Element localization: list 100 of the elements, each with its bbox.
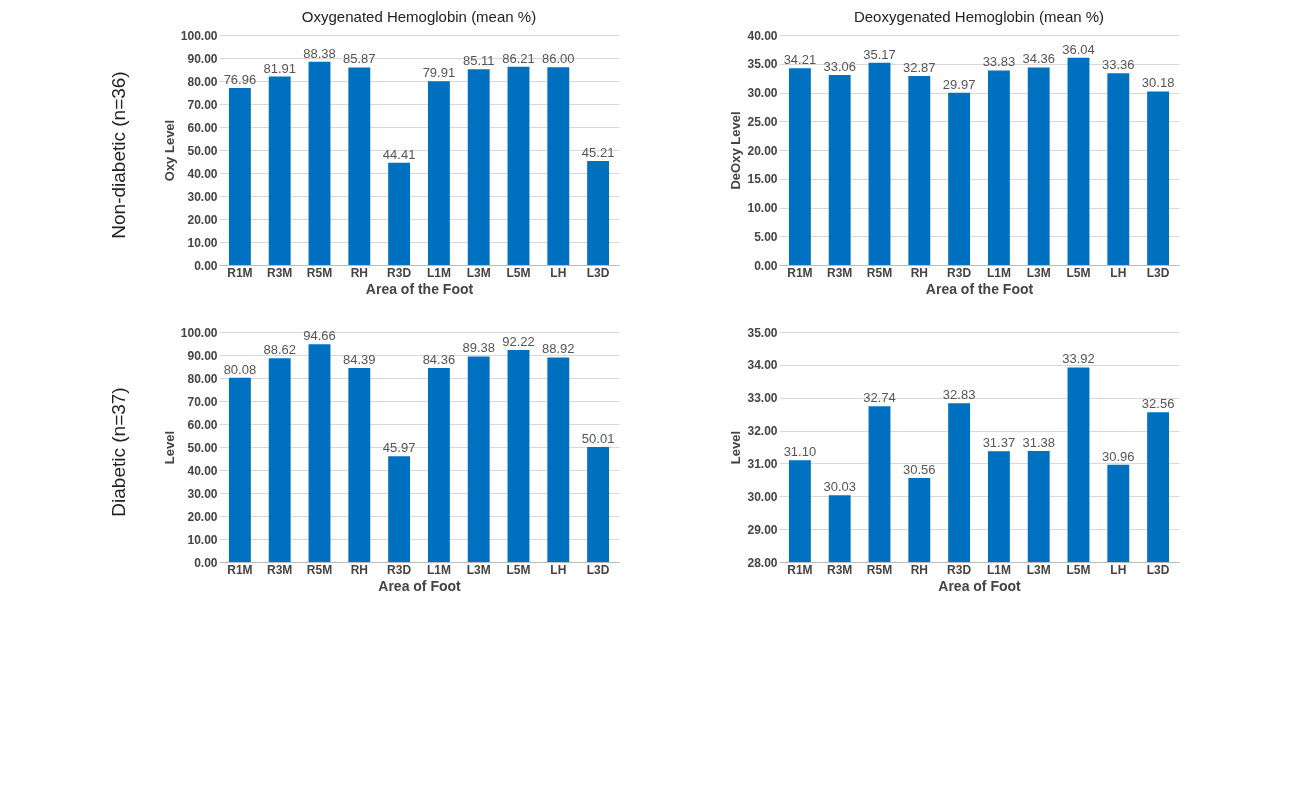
x-tick-label: L3M <box>466 265 491 280</box>
x-tick-label: RH <box>910 265 928 280</box>
y-tick-label: 10.00 <box>747 201 778 215</box>
data-label: 31.10 <box>783 444 817 460</box>
y-tick-label: 80.00 <box>187 74 218 89</box>
bar <box>987 70 1010 265</box>
x-tick-label: L5M <box>1066 562 1091 577</box>
x-tick-label: LH <box>550 562 567 577</box>
x-tick-label: L1M <box>426 562 451 577</box>
x-tick-label: R5M <box>866 562 893 577</box>
bar <box>228 377 251 562</box>
y-tick-label: 0.00 <box>754 258 778 273</box>
data-label: 88.92 <box>542 341 575 357</box>
y-tick-label: 60.00 <box>187 417 218 432</box>
bar <box>348 67 371 265</box>
data-label: 89.38 <box>462 340 495 356</box>
bar <box>1107 73 1130 265</box>
x-tick-label: LH <box>550 265 567 280</box>
y-tick-label: 31.00 <box>747 456 778 471</box>
bar <box>388 162 411 265</box>
y-tick-label: 10.00 <box>187 235 218 250</box>
data-label: 31.38 <box>1022 434 1055 450</box>
data-label: 88.38 <box>303 45 336 61</box>
x-tick-label: R1M <box>227 562 253 577</box>
y-axis-title: Level <box>728 430 744 465</box>
bar <box>1067 57 1090 265</box>
y-tick-label: 30.00 <box>747 489 778 504</box>
bar <box>507 66 530 265</box>
y-tick-label: 50.00 <box>187 143 218 158</box>
y-tick-label: 15.00 <box>747 172 778 187</box>
data-label: 85.87 <box>343 51 376 67</box>
y-tick-label: 30.00 <box>187 189 218 204</box>
x-tick-label: R1M <box>227 265 253 280</box>
y-tick-label: 50.00 <box>187 440 218 455</box>
y-tick-label: 20.00 <box>747 143 778 158</box>
data-label: 32.56 <box>1141 396 1175 412</box>
bar <box>1147 91 1170 265</box>
data-label: 45.21 <box>581 145 615 161</box>
bar <box>268 76 291 265</box>
bar <box>467 356 490 562</box>
y-tick-label: 35.00 <box>747 57 778 72</box>
data-label: 33.92 <box>1062 351 1095 367</box>
data-label: 76.96 <box>223 71 257 87</box>
data-label: 30.18 <box>1141 75 1175 91</box>
x-axis-title: Area of the Foot <box>365 280 474 297</box>
bar <box>467 69 490 265</box>
y-tick-label: 20.00 <box>187 212 218 227</box>
data-label: 29.97 <box>942 76 976 92</box>
bar <box>268 358 291 562</box>
bar <box>547 357 570 562</box>
x-tick-label: L1M <box>986 562 1011 577</box>
data-label: 34.36 <box>1022 51 1055 67</box>
x-tick-label: R3M <box>827 562 853 577</box>
x-tick-label: L3M <box>466 562 491 577</box>
y-tick-label: 60.00 <box>187 120 218 135</box>
data-label: 30.96 <box>1102 448 1135 464</box>
data-label: 34.21 <box>783 52 817 68</box>
x-tick-label: L3M <box>1026 562 1051 577</box>
x-axis-title: Area of Foot <box>938 577 1022 594</box>
data-label: 36.04 <box>1062 41 1095 57</box>
data-label: 81.91 <box>263 60 296 76</box>
y-tick-label: 30.00 <box>187 486 218 501</box>
y-tick-label: 70.00 <box>187 394 218 409</box>
bar <box>587 446 610 562</box>
bar <box>547 67 570 265</box>
x-tick-label: R1M <box>787 562 813 577</box>
x-tick-label: L3M <box>1026 265 1051 280</box>
x-tick-label: R3M <box>267 265 293 280</box>
data-label: 32.83 <box>942 387 976 403</box>
data-label: 88.62 <box>263 342 296 358</box>
data-label: 92.22 <box>502 333 535 349</box>
x-tick-label: L3D <box>1146 562 1170 577</box>
x-tick-label: LH <box>1110 265 1127 280</box>
data-label: 85.11 <box>462 53 495 69</box>
bar <box>507 349 530 562</box>
data-label: 94.66 <box>303 328 336 344</box>
data-label: 44.41 <box>382 146 416 162</box>
x-tick-label: L5M <box>1066 265 1091 280</box>
y-axis-title: Oxy Level <box>161 119 177 182</box>
y-tick-label: 29.00 <box>747 522 778 537</box>
y-tick-label: 20.00 <box>187 509 218 524</box>
y-tick-label: 30.00 <box>747 86 778 100</box>
bar <box>308 61 331 265</box>
data-label: 35.17 <box>863 46 896 62</box>
bar <box>587 161 610 265</box>
bar <box>228 87 251 265</box>
x-tick-label: L3D <box>1146 265 1170 280</box>
x-tick-label: R3M <box>827 265 853 280</box>
bar <box>388 456 411 562</box>
x-tick-label: L5M <box>506 562 531 577</box>
text: Non-diabetic (n=36) <box>108 71 129 239</box>
y-tick-label: 100.00 <box>180 325 218 340</box>
y-tick-label: 0.00 <box>194 555 218 570</box>
y-tick-label: 10.00 <box>187 532 218 547</box>
y-tick-label: 25.00 <box>747 114 778 129</box>
text: Diabetic (n=37) <box>108 387 129 517</box>
bar <box>948 92 971 265</box>
y-tick-label: 32.00 <box>747 424 778 439</box>
x-tick-label: L3D <box>586 265 610 280</box>
y-tick-label: 34.00 <box>747 358 778 373</box>
